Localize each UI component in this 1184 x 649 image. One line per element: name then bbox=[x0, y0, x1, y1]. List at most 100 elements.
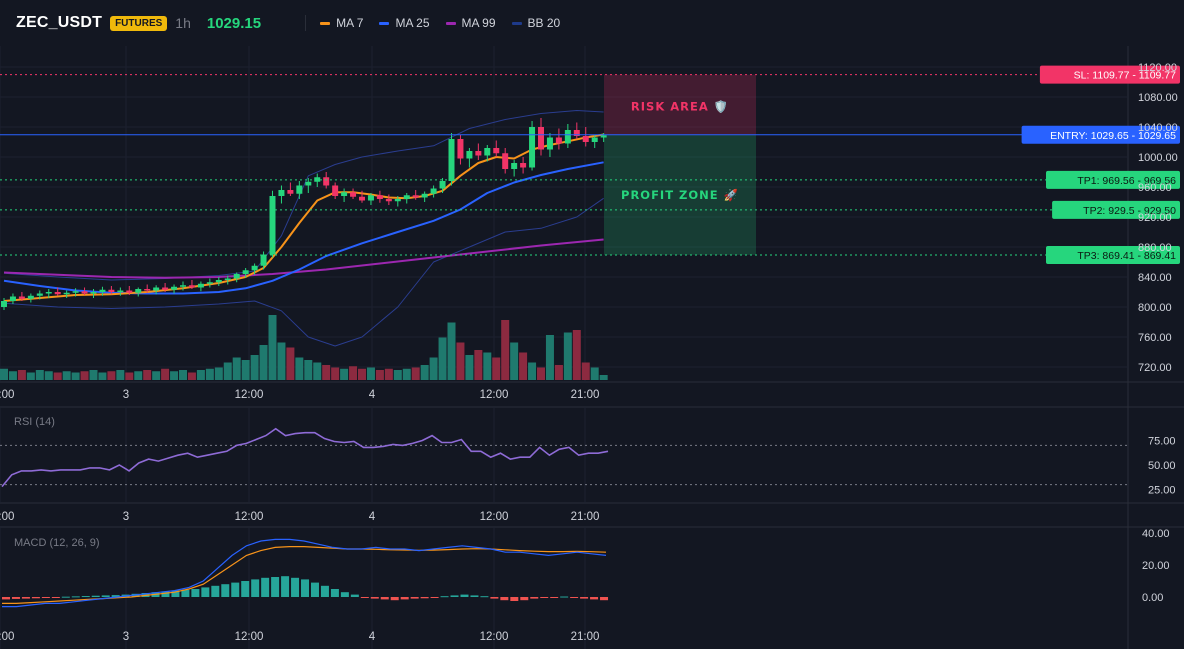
macd-histogram-bar bbox=[91, 595, 100, 597]
volume-bar bbox=[563, 332, 572, 380]
rsi-tick-label: 75.00 bbox=[1148, 436, 1176, 448]
candle-body bbox=[171, 286, 178, 290]
volume-bar bbox=[358, 368, 366, 380]
volume-bar bbox=[501, 320, 510, 380]
volume-bar bbox=[429, 357, 438, 380]
sl-tag[interactable] bbox=[1039, 65, 1180, 84]
time-tick-label: 21:00 bbox=[571, 631, 600, 643]
tp1-tag[interactable] bbox=[1046, 170, 1180, 189]
candle-body bbox=[439, 181, 446, 189]
candle-body bbox=[287, 190, 294, 194]
candle-body bbox=[108, 289, 115, 292]
legend-bb20[interactable]: BB 20 bbox=[511, 16, 560, 30]
volume-bar bbox=[259, 345, 268, 380]
macd-histogram-bar bbox=[251, 579, 260, 597]
volume-bar bbox=[304, 360, 313, 380]
candle-body bbox=[511, 163, 518, 169]
price-tick-label: 1040.00 bbox=[1138, 122, 1178, 134]
macd-histogram-bar bbox=[500, 597, 509, 601]
volume-bar bbox=[438, 337, 447, 380]
candle-body bbox=[341, 192, 348, 196]
candle-body bbox=[18, 296, 25, 299]
macd-histogram-bar bbox=[510, 597, 519, 601]
candle-body bbox=[475, 151, 482, 156]
macd-histogram-bar bbox=[360, 597, 369, 598]
macd-label: MACD (12, 26, 9) bbox=[14, 537, 100, 549]
time-tick-label: 12:00 bbox=[235, 389, 264, 401]
macd-histogram-bar bbox=[470, 595, 479, 597]
macd-histogram-bar bbox=[600, 597, 609, 601]
macd-histogram-bar bbox=[181, 589, 190, 597]
trade-zones: RISK AREA 🛡️ PROFIT ZONE 🚀 bbox=[604, 74, 756, 255]
legend-ma7[interactable]: MA 7 bbox=[320, 16, 363, 30]
volume-bar bbox=[474, 350, 483, 380]
volume-bar bbox=[349, 366, 358, 380]
candle-body bbox=[430, 188, 437, 194]
candle-body bbox=[582, 136, 589, 142]
candle-body bbox=[296, 185, 303, 194]
time-tick-label: 12:00 bbox=[235, 511, 264, 523]
profit-zone[interactable] bbox=[604, 134, 756, 255]
candle-body bbox=[260, 254, 267, 266]
candle-body bbox=[448, 139, 455, 181]
tp2-tag[interactable] bbox=[1052, 200, 1180, 219]
candle-body bbox=[573, 130, 580, 136]
volume-bar bbox=[80, 371, 89, 380]
volume-bar bbox=[393, 370, 402, 380]
moving-averages bbox=[3, 133, 604, 302]
volume-bar bbox=[0, 368, 8, 380]
tp3-tag[interactable] bbox=[1046, 245, 1180, 264]
volume-bar bbox=[241, 360, 250, 380]
macd-histogram-bar bbox=[550, 597, 559, 598]
legend-ma7-label: MA 7 bbox=[336, 16, 364, 30]
ma99-swatch bbox=[445, 21, 456, 25]
last-price: 1029.15 bbox=[206, 14, 262, 32]
volume-bar bbox=[196, 370, 205, 380]
rsi-line bbox=[1, 427, 609, 488]
volume-bar bbox=[537, 367, 545, 380]
macd-histogram-bar bbox=[31, 597, 40, 599]
macd-histogram-bar bbox=[111, 595, 120, 597]
volume-bar bbox=[8, 371, 17, 380]
volume-bar bbox=[340, 368, 349, 380]
candle-body bbox=[162, 287, 169, 290]
volume-bar bbox=[134, 371, 143, 380]
macd-line bbox=[2, 538, 607, 608]
candle-body bbox=[206, 282, 213, 284]
volume-bar bbox=[295, 357, 304, 380]
candle-body bbox=[555, 137, 562, 144]
volume-bar bbox=[223, 362, 232, 380]
macd-pane: 40.00 20.00 0.00 bbox=[2, 528, 1170, 608]
macd-histogram-bar bbox=[340, 592, 349, 597]
ma25-swatch bbox=[379, 21, 390, 25]
volume-bars bbox=[0, 315, 608, 380]
macd-histogram-bar bbox=[51, 597, 60, 598]
macd-tick-label: 20.00 bbox=[1142, 560, 1170, 572]
interval-selector[interactable]: 1h bbox=[175, 15, 191, 31]
futures-badge: FUTURES bbox=[110, 15, 168, 31]
volume-bar bbox=[581, 362, 590, 380]
candle-body bbox=[45, 292, 52, 294]
candle-body bbox=[126, 290, 133, 293]
symbol-name[interactable]: ZEC_USDT bbox=[16, 14, 103, 31]
macd-histogram-bar bbox=[390, 597, 399, 601]
grid bbox=[0, 46, 1128, 649]
candle-body bbox=[466, 151, 473, 159]
volume-bar bbox=[125, 372, 134, 380]
entry-tag[interactable] bbox=[1021, 125, 1180, 144]
volume-bar bbox=[366, 367, 375, 380]
macd-histogram-bar bbox=[460, 594, 469, 597]
candle-body bbox=[180, 285, 186, 287]
volume-bar bbox=[98, 372, 107, 380]
legend-ma25[interactable]: MA 25 bbox=[379, 16, 430, 30]
macd-tick-label: 0.00 bbox=[1142, 592, 1163, 604]
candle-body bbox=[457, 139, 464, 159]
volume-bar bbox=[554, 365, 563, 380]
risk-area[interactable] bbox=[604, 74, 756, 135]
legend-ma99[interactable]: MA 99 bbox=[445, 16, 496, 30]
candle-body bbox=[502, 153, 509, 169]
volume-bar bbox=[53, 372, 62, 380]
volume-bar bbox=[17, 370, 26, 380]
candle-body bbox=[376, 195, 383, 199]
